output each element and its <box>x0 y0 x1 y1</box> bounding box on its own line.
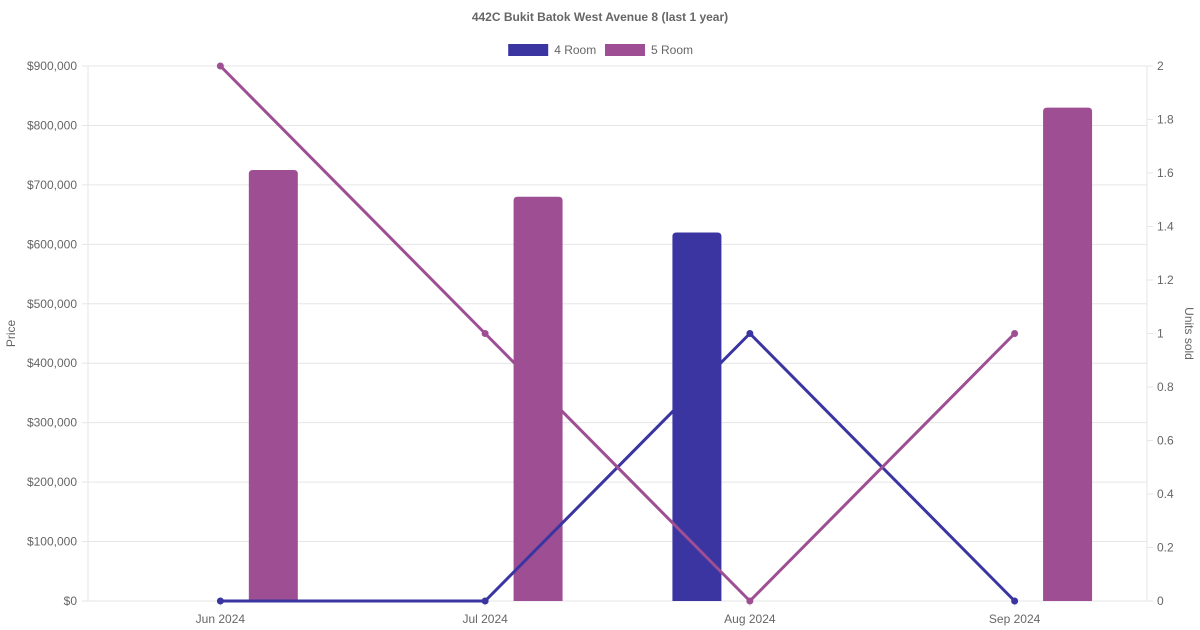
bar-5-room <box>248 170 298 601</box>
legend-swatch <box>605 44 645 56</box>
x-tick-label: Sep 2024 <box>989 612 1041 626</box>
line-5-room <box>219 64 1016 603</box>
y-right-axis-title: Units sold <box>1182 307 1196 360</box>
y-right-tick-label: 1.8 <box>1157 113 1174 127</box>
bar-4-room <box>672 232 722 601</box>
bar-5-room <box>513 196 563 601</box>
x-tick-label: Aug 2024 <box>724 612 776 626</box>
y-right-tick-label: 1 <box>1157 327 1164 341</box>
y-left-axis-title: Price <box>4 320 18 348</box>
y-left-tick-label: $100,000 <box>27 535 77 549</box>
legend-label: 5 Room <box>651 43 693 57</box>
y-left-tick-label: $200,000 <box>27 475 77 489</box>
point-5-room <box>746 597 754 605</box>
point-5-room <box>1011 330 1019 337</box>
x-tick-label: Jul 2024 <box>462 612 508 626</box>
y-left-tick-label: $700,000 <box>27 178 77 192</box>
y-left-tick-label: $400,000 <box>27 356 77 370</box>
point-4-room <box>216 597 224 605</box>
legend-swatch <box>508 44 549 56</box>
legend-label: 4 Room <box>554 43 596 57</box>
y-left-tick-label: $800,000 <box>27 118 77 132</box>
y-left-tick-label: $600,000 <box>27 237 77 251</box>
chart-title: 442C Bukit Batok West Avenue 8 (last 1 y… <box>472 10 728 24</box>
y-left-tick-label: $500,000 <box>27 297 77 311</box>
point-4-room <box>746 330 754 337</box>
bar-5-room <box>1043 107 1093 601</box>
y-left-tick-label: $0 <box>64 594 78 608</box>
x-tick-label: Jun 2024 <box>196 612 246 626</box>
y-left-tick-label: $900,000 <box>27 59 77 73</box>
y-right-tick-label: 0.6 <box>1157 434 1174 448</box>
point-5-room <box>216 62 224 70</box>
point-4-room <box>481 597 489 605</box>
point-4-room <box>1011 597 1019 605</box>
y-right-tick-label: 0 <box>1157 594 1164 608</box>
y-left-tick-label: $300,000 <box>27 416 77 430</box>
y-right-tick-label: 1.6 <box>1157 166 1174 180</box>
y-right-tick-label: 0.8 <box>1157 380 1174 394</box>
y-right-tick-label: 0.2 <box>1157 541 1174 555</box>
y-right-tick-label: 2 <box>1157 59 1164 73</box>
y-right-tick-label: 1.4 <box>1157 220 1174 234</box>
y-right-tick-label: 0.4 <box>1157 487 1174 501</box>
point-5-room <box>481 330 489 337</box>
y-right-tick-label: 1.2 <box>1157 273 1174 287</box>
